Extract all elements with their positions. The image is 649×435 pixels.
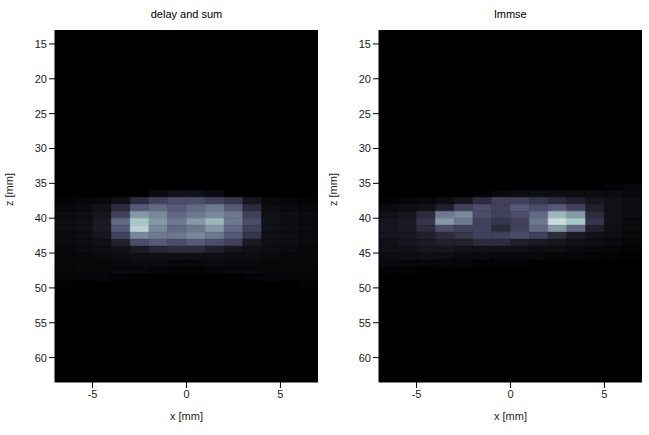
svg-text:0: 0 [507, 388, 513, 400]
svg-text:z [mm]: z [mm] [327, 173, 339, 206]
svg-text:30: 30 [359, 142, 371, 154]
html-text:delay and sum: delay and sum [150, 8, 223, 20]
svg-text:15: 15 [359, 38, 371, 50]
svg-text:60: 60 [35, 352, 47, 364]
svg-text:x [mm]: x [mm] [494, 410, 527, 422]
svg-text:-5: -5 [88, 388, 98, 400]
svg-text:0: 0 [183, 388, 189, 400]
svg-text:5: 5 [601, 388, 607, 400]
svg-text:25: 25 [35, 108, 47, 120]
svg-text:55: 55 [359, 317, 371, 329]
svg-text:40: 40 [35, 212, 47, 224]
svg-text:20: 20 [359, 73, 371, 85]
svg-text:45: 45 [359, 247, 371, 259]
svg-text:x [mm]: x [mm] [170, 410, 203, 422]
html-text:lmmse: lmmse [494, 8, 527, 20]
svg-text:40: 40 [359, 212, 371, 224]
svg-text:45: 45 [35, 247, 47, 259]
svg-text:30: 30 [35, 142, 47, 154]
svg-text:55: 55 [35, 317, 47, 329]
svg-text:20: 20 [35, 73, 47, 85]
svg-text:50: 50 [35, 282, 47, 294]
svg-text:35: 35 [359, 177, 371, 189]
svg-text:-5: -5 [412, 388, 422, 400]
svg-text:35: 35 [35, 177, 47, 189]
svg-text:60: 60 [359, 352, 371, 364]
svg-text:5: 5 [277, 388, 283, 400]
svg-text:15: 15 [35, 38, 47, 50]
svg-text:50: 50 [359, 282, 371, 294]
svg-text:25: 25 [359, 108, 371, 120]
svg-text:z [mm]: z [mm] [3, 173, 15, 206]
